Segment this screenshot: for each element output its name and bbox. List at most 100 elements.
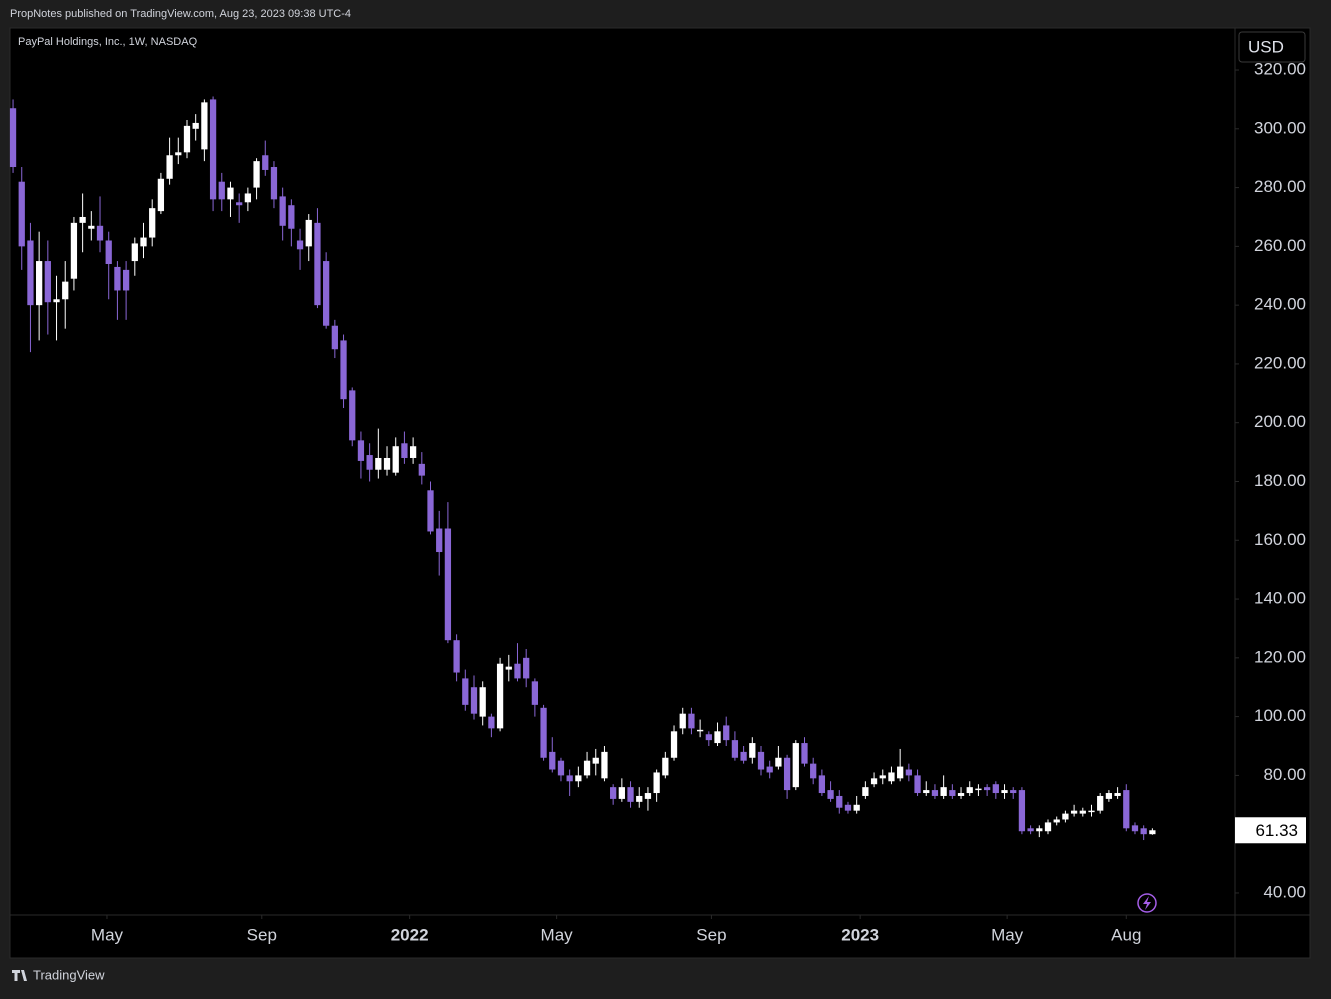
candle-body: [810, 763, 817, 779]
candle-body: [766, 766, 773, 773]
last-price-box: [1235, 817, 1306, 844]
y-tick-label: 260.00: [1254, 236, 1306, 255]
candle-body: [531, 681, 539, 705]
alert-icon[interactable]: [1137, 893, 1157, 913]
candle-body: [53, 299, 60, 303]
candle-body: [992, 784, 999, 794]
candle-body: [870, 778, 878, 785]
candle-body: [375, 457, 382, 470]
candle-body: [714, 731, 721, 744]
candle-body: [731, 740, 739, 758]
candle-body: [488, 716, 495, 729]
candle-body: [453, 640, 460, 673]
candle-body: [1044, 822, 1052, 832]
candle-body: [966, 787, 973, 794]
candle-body: [957, 793, 965, 796]
candle-body: [566, 775, 573, 782]
candle-body: [366, 455, 373, 470]
candle-body: [9, 108, 17, 168]
candle-body: [897, 766, 904, 779]
candle-body: [844, 804, 852, 811]
y-tick-label: 80.00: [1263, 765, 1306, 784]
y-tick-label: 220.00: [1254, 353, 1306, 372]
candle-body: [905, 769, 912, 776]
candle-body: [1070, 810, 1078, 814]
x-tick-label: May: [91, 925, 124, 944]
candle-body: [227, 187, 234, 200]
currency-button[interactable]: [1238, 31, 1306, 63]
candle-body: [914, 775, 921, 794]
candle-body: [1027, 828, 1034, 832]
candle-body: [166, 155, 173, 179]
y-tick-label: 300.00: [1254, 118, 1306, 137]
candle-body: [149, 208, 156, 238]
candle-body: [723, 725, 730, 741]
candle-body: [575, 775, 582, 782]
candle-body: [236, 202, 243, 206]
candle-body: [1053, 819, 1060, 823]
candle-body: [401, 443, 408, 458]
candle-body: [775, 757, 782, 767]
candle-body: [696, 729, 704, 732]
x-tick-label: Aug: [1111, 925, 1141, 944]
candle-body: [679, 713, 686, 729]
candle-body: [36, 261, 43, 306]
candle-body: [270, 167, 278, 200]
candle-body: [470, 687, 478, 714]
x-tick-label: May: [541, 925, 574, 944]
candle-body: [349, 390, 356, 441]
candle-body: [409, 446, 417, 458]
candle-body: [1079, 810, 1086, 814]
candle-body: [305, 219, 312, 247]
candle-body: [496, 663, 504, 729]
candle-body: [331, 325, 338, 350]
candle-body: [183, 125, 191, 153]
candle-body: [783, 757, 791, 791]
candle-body: [1001, 790, 1008, 794]
candle-body: [540, 707, 547, 758]
symbol-title: PayPal Holdings, Inc., 1W, NASDAQ: [18, 36, 198, 48]
candle-body: [340, 340, 347, 400]
candle-body: [288, 205, 295, 229]
candle-body: [610, 787, 617, 799]
candle-body: [1088, 810, 1095, 813]
candle-body: [279, 196, 286, 226]
candle-body: [627, 787, 634, 802]
candle-body: [262, 155, 269, 170]
candle-body: [975, 788, 982, 791]
candle-body: [557, 760, 565, 776]
candle-body: [209, 99, 217, 200]
candle-body: [853, 804, 860, 811]
candle-body: [705, 734, 712, 741]
candle-body: [357, 440, 365, 461]
header: PropNotes published on TradingView.com, …: [10, 8, 351, 20]
candle-body: [818, 775, 826, 794]
candle-body: [801, 743, 808, 764]
candle-body: [636, 795, 643, 802]
candle-body: [392, 446, 399, 473]
y-tick-label: 280.00: [1254, 177, 1306, 196]
candle-body: [192, 122, 199, 129]
candle-body: [1036, 828, 1043, 832]
candle-body: [836, 795, 843, 808]
candle-body: [383, 457, 391, 470]
candle-body: [27, 240, 34, 306]
candle-body: [662, 757, 669, 776]
candle-body: [583, 760, 591, 776]
candle-body: [105, 240, 112, 265]
candle-body: [792, 743, 799, 788]
candle-body: [157, 178, 165, 212]
y-tick-label: 160.00: [1254, 530, 1306, 549]
candle-body: [122, 269, 130, 291]
candle-body: [1097, 795, 1104, 811]
candle-body: [757, 751, 765, 770]
candle-body: [644, 793, 652, 799]
candle-body: [1010, 790, 1017, 794]
footer-logo: [12, 970, 27, 981]
candle-body: [592, 757, 599, 764]
candle-body: [462, 678, 469, 705]
candle-body: [44, 261, 51, 303]
candle-body: [253, 161, 260, 188]
candle-body: [1123, 790, 1130, 829]
